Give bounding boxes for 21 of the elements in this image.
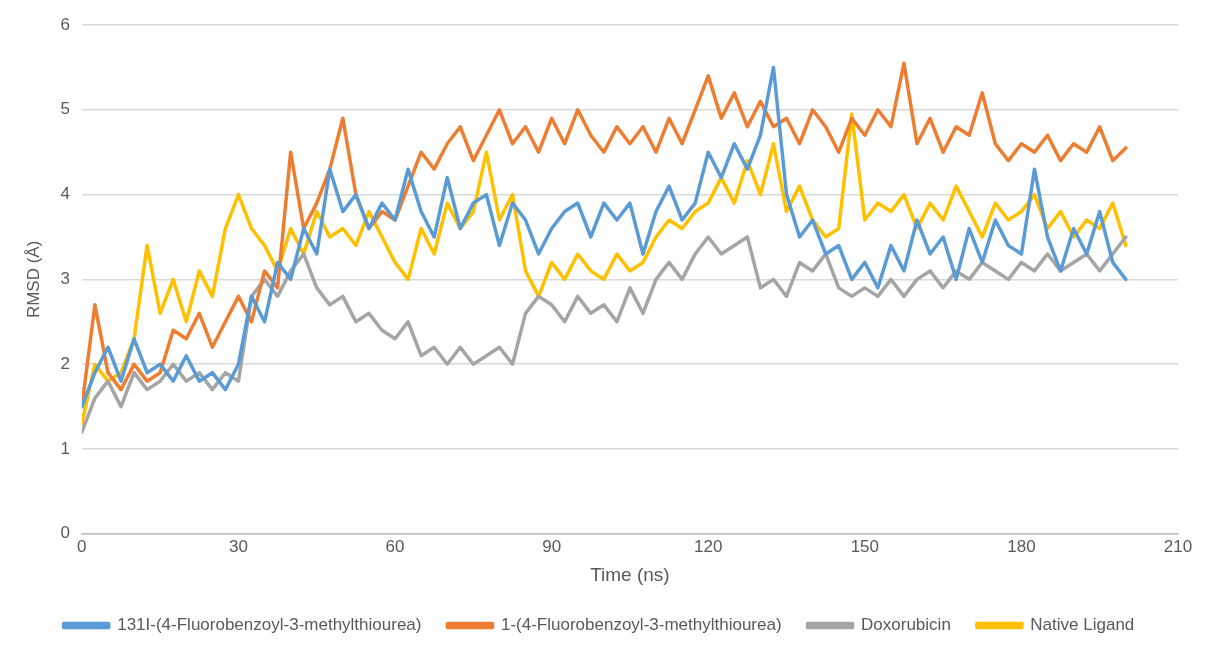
y-tick-label: 3 — [60, 269, 70, 289]
y-tick-label: 6 — [60, 14, 70, 34]
y-tick-label: 5 — [60, 99, 70, 119]
x-tick-label: 180 — [1007, 536, 1036, 556]
y-tick-label: 0 — [60, 523, 70, 543]
legend-label: Doxorubicin — [861, 615, 951, 635]
x-tick-label: 0 — [77, 536, 87, 556]
y-tick-label: 1 — [60, 438, 70, 458]
x-tick-label: 30 — [228, 536, 248, 556]
legend-label: 1-(4-Fluorobenzoyl-3-methylthiourea) — [500, 615, 782, 635]
x-tick-label: 150 — [850, 536, 879, 556]
legend-label: 131I-(4-Fluorobenzoyl-3-methylthiourea) — [117, 615, 422, 635]
y-axis-title: RMSD (Å) — [23, 240, 43, 319]
x-tick-label: 90 — [542, 536, 562, 556]
y-tick-label: 2 — [60, 353, 70, 373]
y-tick-label: 4 — [60, 184, 70, 204]
x-axis-title: Time (ns) — [590, 563, 670, 585]
x-tick-label: 210 — [1163, 536, 1193, 556]
x-tick-label: 120 — [694, 536, 723, 556]
x-tick-label: 60 — [385, 536, 405, 556]
legend-label: Native Ligand — [1030, 615, 1135, 635]
